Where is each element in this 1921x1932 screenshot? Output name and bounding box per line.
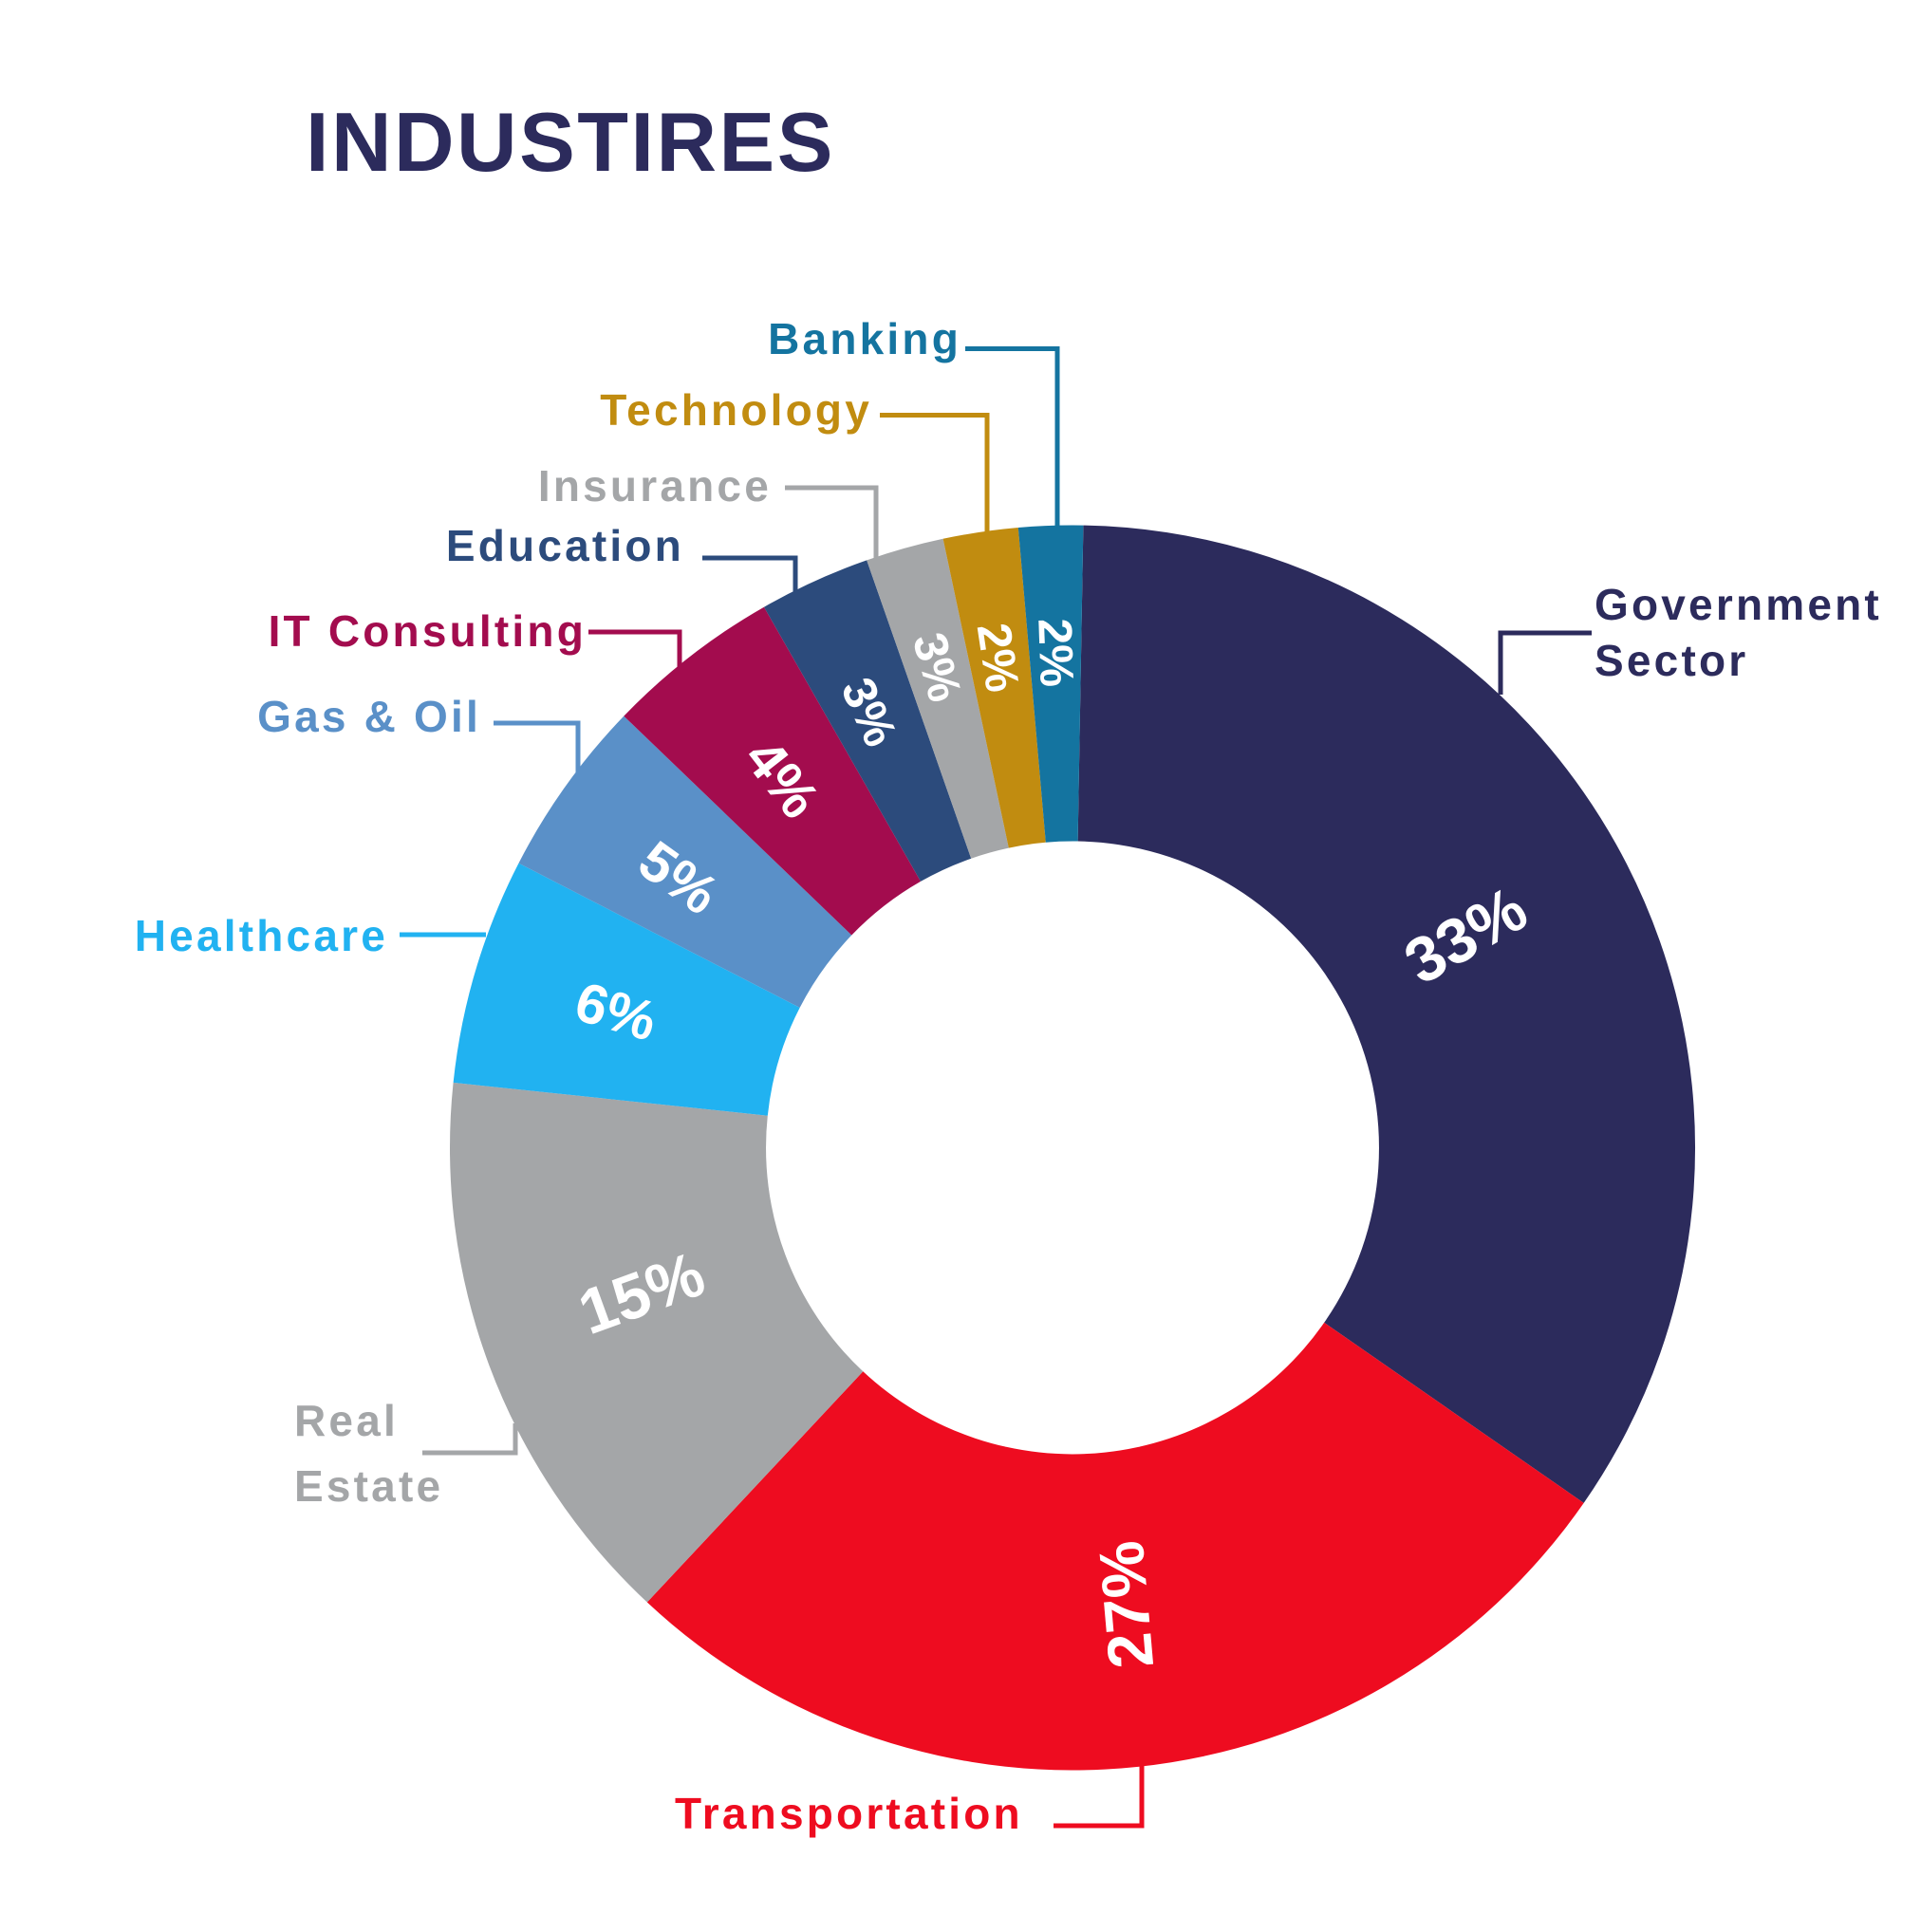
svg-text:Sector: Sector xyxy=(1595,636,1748,685)
svg-text:2%: 2% xyxy=(967,620,1030,696)
svg-text:Healthcare: Healthcare xyxy=(135,911,388,960)
svg-text:27%: 27% xyxy=(1086,1538,1167,1671)
svg-text:2%: 2% xyxy=(1028,618,1083,688)
svg-text:Government: Government xyxy=(1595,580,1882,629)
svg-text:Real: Real xyxy=(294,1396,399,1445)
svg-text:IT Consulting: IT Consulting xyxy=(269,606,587,656)
svg-text:Education: Education xyxy=(446,521,684,570)
svg-text:Insurance: Insurance xyxy=(538,461,772,511)
svg-text:Transportation: Transportation xyxy=(675,1789,1023,1838)
svg-text:Banking: Banking xyxy=(768,314,961,363)
svg-text:Technology: Technology xyxy=(600,385,872,435)
svg-text:INDUSTIRES: INDUSTIRES xyxy=(306,95,835,189)
svg-text:Gas & Oil: Gas & Oil xyxy=(257,692,481,741)
svg-text:Estate: Estate xyxy=(294,1461,443,1511)
